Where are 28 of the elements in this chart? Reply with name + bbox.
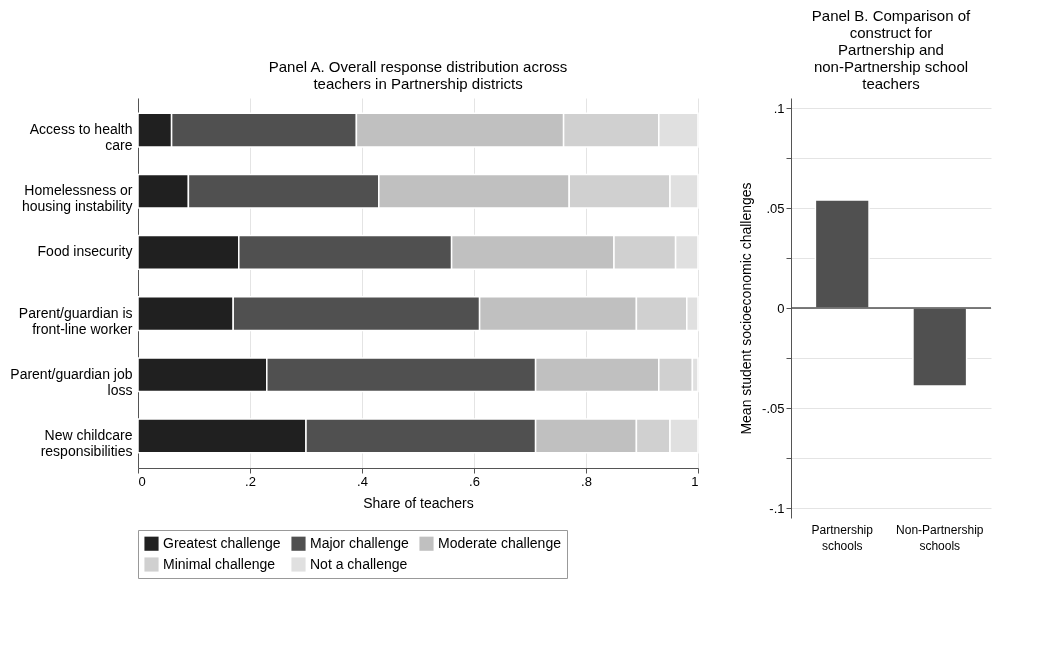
legend-label: Greatest challenge (163, 534, 281, 551)
x-tick-label: .6 (469, 473, 480, 489)
y-tick-label: Food insecurity (37, 243, 133, 260)
y-tick-label: -.1 (769, 500, 785, 516)
x-tick-label: 1 (691, 473, 699, 489)
legend-label: Minimal challenge (163, 555, 276, 572)
x-axis-title: Share of teachers (363, 494, 474, 511)
y-tick-label: .1 (773, 100, 785, 116)
x-tick-label: 0 (138, 473, 146, 489)
y-tick-label: Parent/guardian is front-line worker (18, 304, 133, 337)
x-tick-label: Non-Partnership schools (896, 522, 984, 553)
y-tick-label: -.05 (762, 400, 785, 416)
y-axis-title: Mean student socioeconomic challenges (738, 182, 755, 435)
y-tick-label: Homelessness or housing instability (21, 182, 133, 215)
y-tick-label: New childcare responsibilities (40, 426, 133, 459)
y-tick-label: Parent/guardian job loss (10, 365, 133, 398)
legend-label: Not a challenge (310, 555, 408, 572)
y-tick-label: 0 (777, 300, 785, 316)
x-tick-label: Partnership schools (811, 522, 874, 553)
legend-label: Moderate challenge (438, 534, 562, 551)
x-tick-label: .8 (581, 473, 592, 489)
legend-label: Major challenge (310, 534, 410, 551)
chart-title: Panel B. Comparison of construct for Partnership and non-Partnership school teachers (811, 7, 972, 92)
chart-title: Panel A. Overall response distribution across teachers in Partnership districts (268, 58, 568, 92)
y-tick-label: Access to health care (29, 121, 133, 154)
x-tick-label: .2 (245, 473, 256, 489)
x-tick-label: .4 (357, 473, 368, 489)
y-tick-label: .05 (766, 200, 785, 216)
